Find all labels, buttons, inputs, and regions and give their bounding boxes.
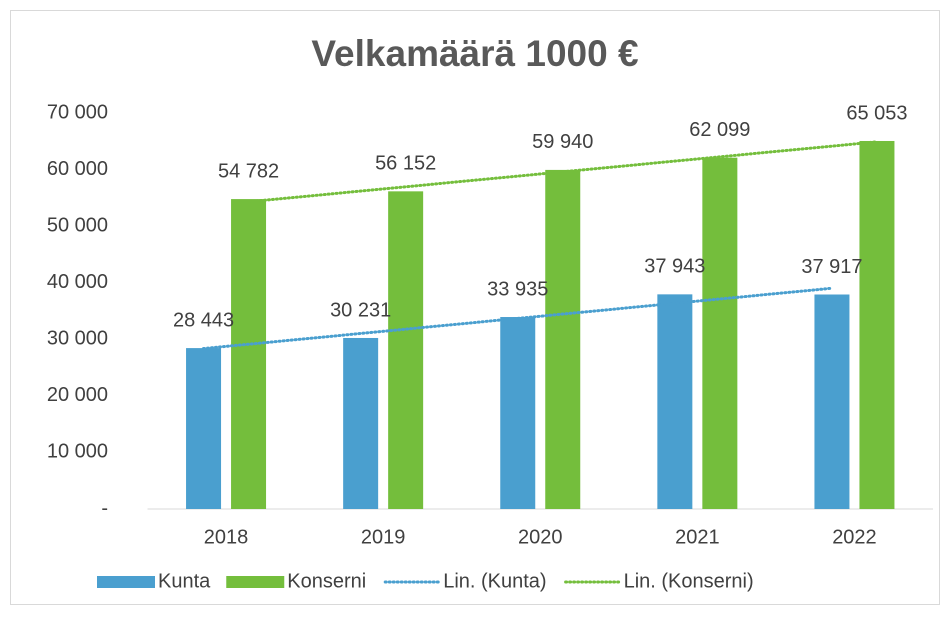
data-label: 37 917	[801, 256, 862, 278]
data-label: 37 943	[644, 256, 705, 278]
legend-swatch	[97, 576, 155, 588]
y-tick-label: 30 000	[47, 328, 108, 350]
y-tick-label: 20 000	[47, 384, 108, 406]
x-tick-label: 2020	[518, 526, 563, 548]
legend-label: Konserni	[287, 570, 366, 592]
chart-border	[10, 10, 940, 605]
bar	[814, 294, 850, 509]
y-tick-label: 40 000	[47, 271, 108, 293]
x-tick-label: 2022	[832, 526, 877, 548]
data-label: 33 935	[487, 278, 548, 300]
data-label: 28 443	[173, 309, 234, 331]
bar	[545, 169, 581, 509]
trendline	[202, 286, 834, 351]
bar	[343, 337, 379, 509]
bar	[500, 317, 536, 509]
y-tick-label: 70 000	[47, 101, 108, 123]
legend-label: Kunta	[158, 570, 211, 592]
legend-label: Lin. (Konserni)	[624, 570, 754, 592]
data-label: 62 099	[689, 119, 750, 141]
legend-label: Lin. (Kunta)	[443, 570, 546, 592]
legend-swatch	[226, 576, 285, 588]
y-tick-label: -	[101, 497, 108, 519]
bar	[186, 348, 222, 509]
data-label: 65 053	[846, 102, 907, 124]
y-tick-label: 10 000	[47, 441, 108, 463]
x-tick-label: 2019	[361, 526, 406, 548]
x-tick-label: 2018	[204, 526, 249, 548]
y-tick-label: 60 000	[47, 158, 108, 180]
bar	[859, 140, 895, 509]
bar	[388, 191, 424, 509]
x-tick-label: 2021	[675, 526, 720, 548]
bar	[702, 157, 738, 509]
bar	[657, 294, 693, 509]
bar	[231, 199, 267, 509]
y-tick-label: 50 000	[47, 214, 108, 236]
data-label: 59 940	[532, 131, 593, 153]
trendline	[247, 140, 879, 204]
data-label: 56 152	[375, 153, 436, 175]
data-label: 54 782	[218, 160, 279, 182]
chart-title: Velkamäärä 1000 €	[311, 33, 638, 74]
data-label: 30 231	[330, 299, 391, 321]
